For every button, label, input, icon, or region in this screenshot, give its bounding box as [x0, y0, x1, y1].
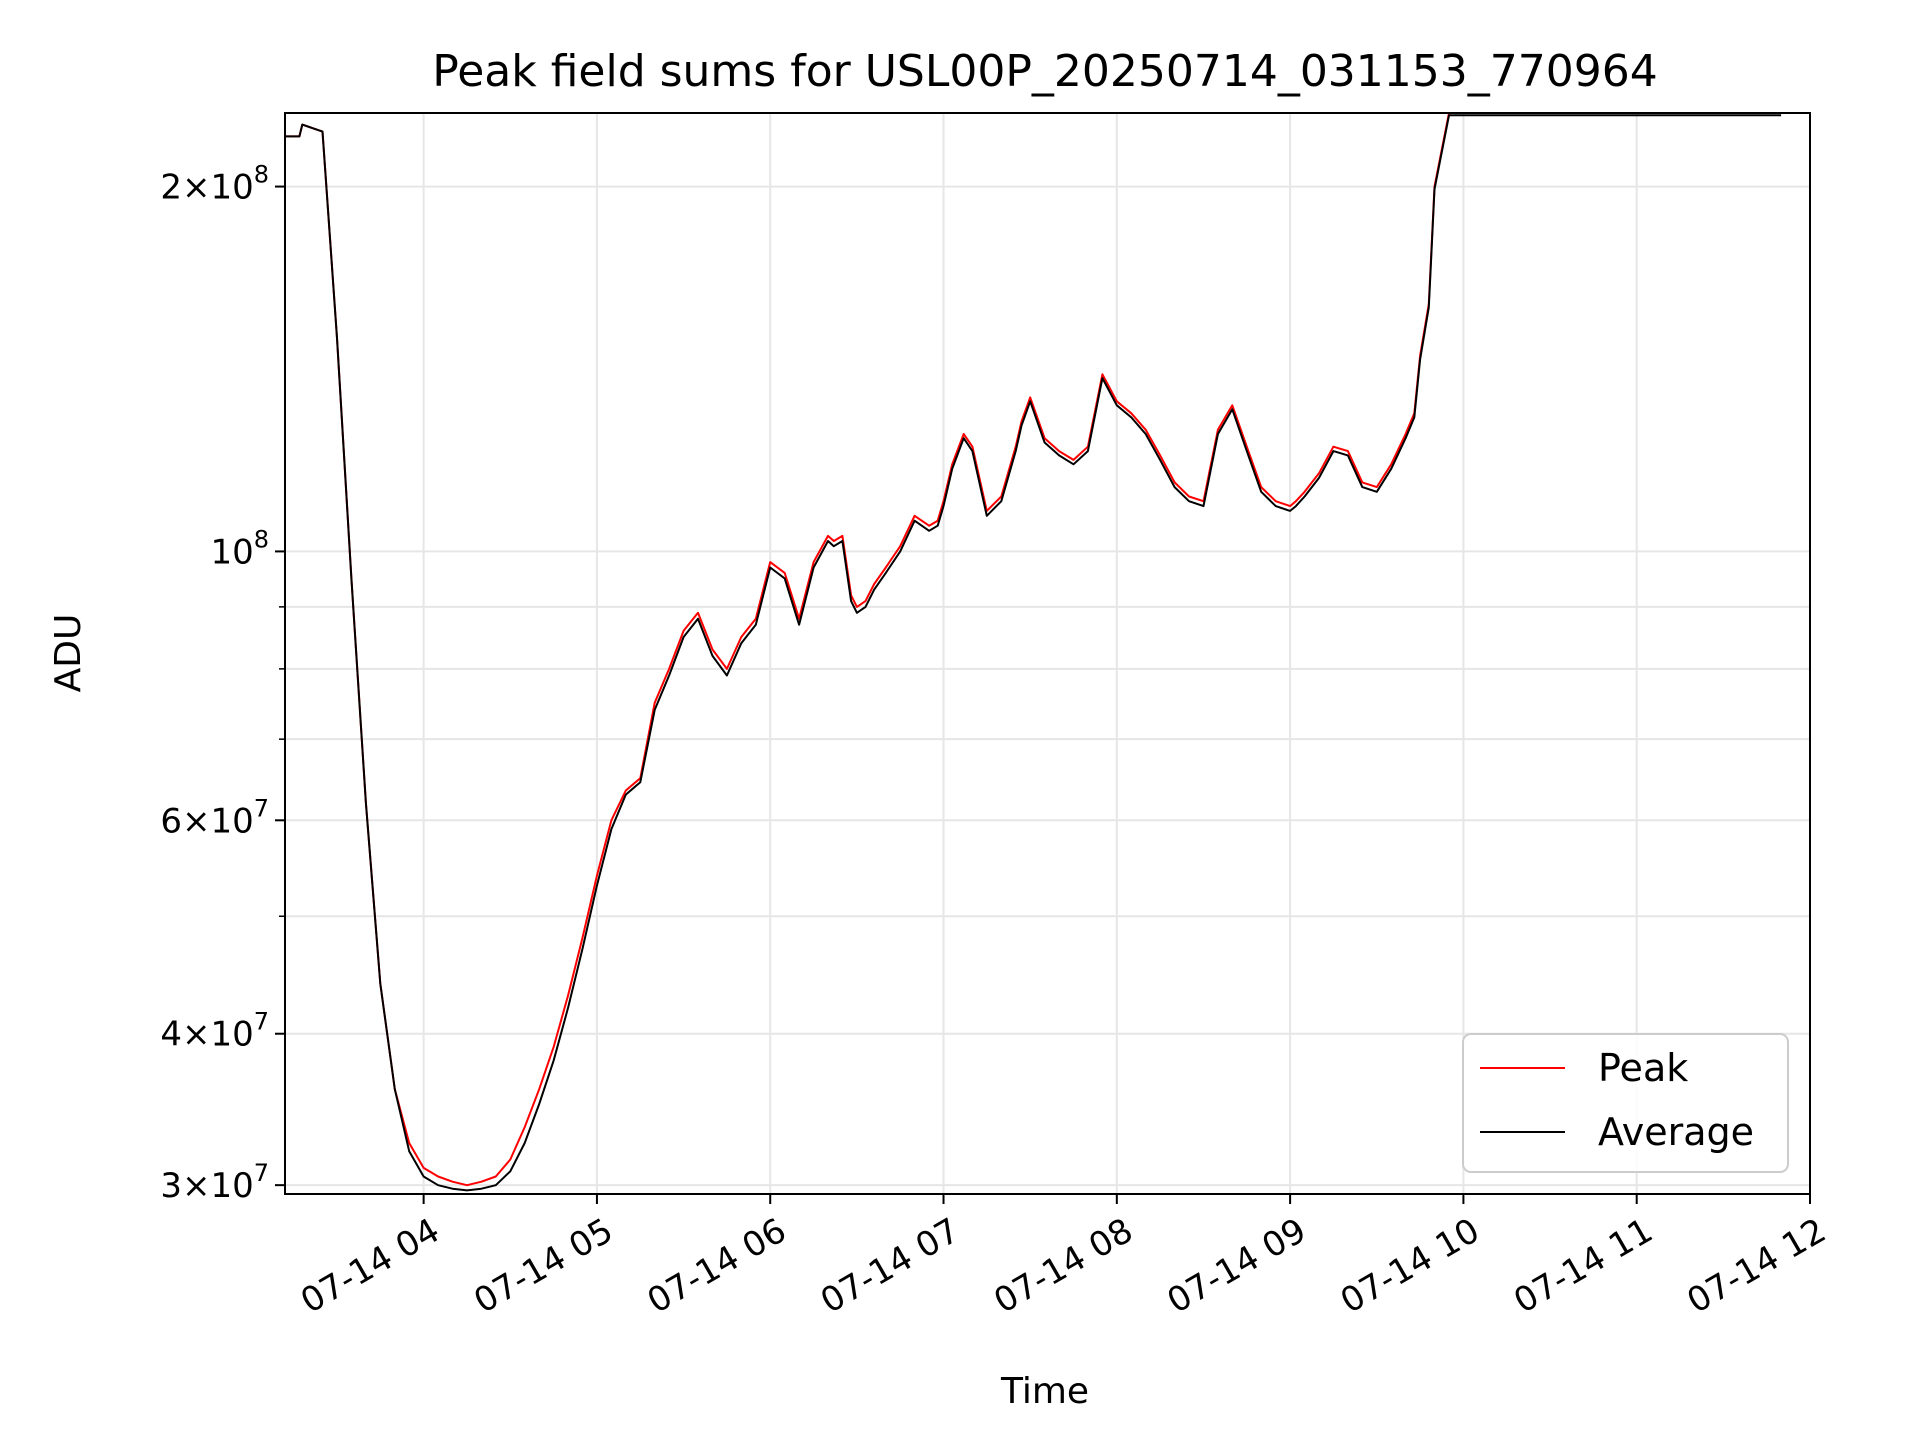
- x-tick-label: 07-14 05: [467, 1211, 619, 1322]
- chart-title: Peak field sums for USL00P_20250714_0311…: [432, 46, 1658, 97]
- y-tick-base: 3×10: [160, 1166, 253, 1206]
- x-tick-label: 07-14 09: [1161, 1211, 1313, 1322]
- plot-frame: [284, 112, 1811, 1195]
- x-axis-label: Time: [1000, 1371, 1089, 1412]
- x-tick-label: 07-14 10: [1334, 1211, 1486, 1322]
- x-tick-label: 07-14 04: [294, 1211, 446, 1322]
- y-tick-label: 3×107: [160, 1159, 269, 1206]
- series-line-average: [285, 114, 1782, 1192]
- x-tick-label: 07-14 06: [641, 1211, 793, 1322]
- legend-peak-label: Peak: [1598, 1046, 1688, 1090]
- x-axis: 07-14 04 07-14 05 07-14 06 07-14 07 07-14 08…: [294, 1194, 1833, 1322]
- y-tick-label: 2×108: [160, 161, 269, 208]
- y-tick-exponent: 7: [254, 794, 269, 822]
- y-tick-exponent: 8: [254, 161, 269, 189]
- y-tick-base: 10: [210, 532, 253, 572]
- series-layer: [285, 113, 1782, 1192]
- series-line-peak: [285, 113, 1782, 1187]
- y-tick-base: 4×10: [160, 1015, 253, 1055]
- y-tick-label: 6×107: [160, 794, 269, 841]
- y-axis-label: ADU: [48, 614, 89, 693]
- legend-average-label: Average: [1598, 1110, 1754, 1154]
- y-tick-exponent: 7: [254, 1159, 269, 1187]
- y-tick-label: 4×107: [160, 1008, 269, 1055]
- legend: Peak Average: [1462, 1033, 1789, 1173]
- y-tick-exponent: 8: [254, 525, 269, 553]
- y-tick-base: 2×10: [160, 168, 253, 208]
- x-tick-label: 07-14 12: [1681, 1211, 1833, 1322]
- x-tick-label: 07-14 08: [987, 1211, 1139, 1322]
- y-tick-label: 108: [210, 525, 269, 572]
- grid: [285, 113, 1811, 1194]
- y-tick-exponent: 7: [254, 1008, 269, 1036]
- x-tick-label: 07-14 07: [814, 1211, 966, 1322]
- x-tick-label: 07-14 11: [1507, 1211, 1659, 1322]
- y-tick-base: 6×10: [160, 801, 253, 841]
